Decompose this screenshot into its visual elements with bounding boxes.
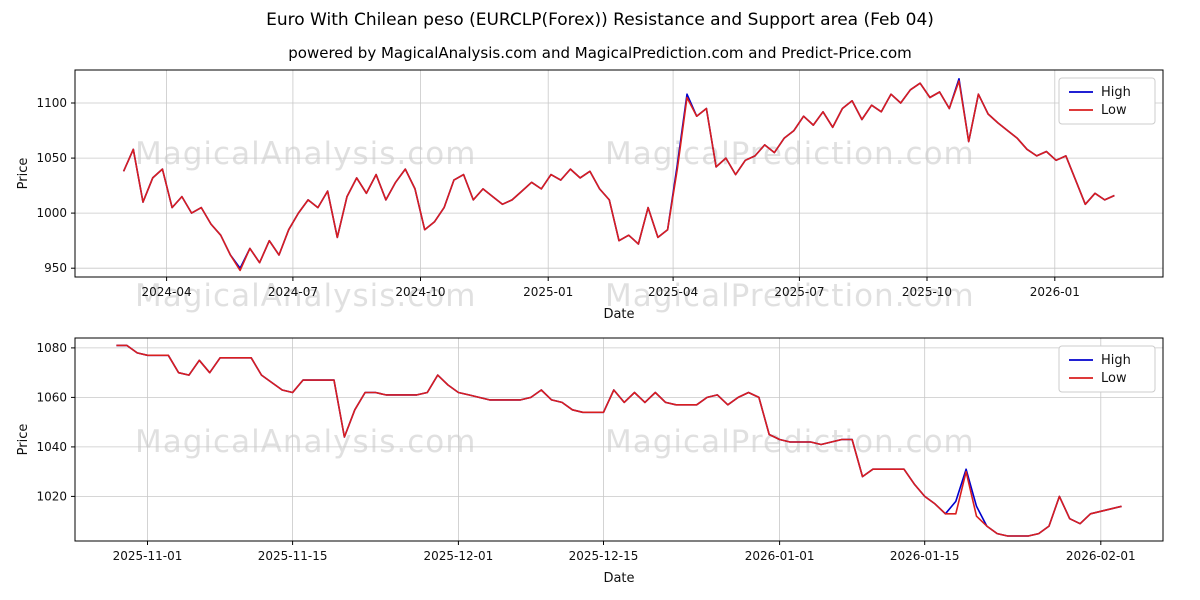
svg-text:Price: Price xyxy=(16,424,31,456)
svg-text:Low: Low xyxy=(1101,103,1127,118)
subplot-1: 2025-11-01 2025-11-15 2025-12-01 2025-12-15… xyxy=(16,337,1164,586)
svg-text:2025-10: 2025-10 xyxy=(902,285,952,299)
svg-text:2025-01: 2025-01 xyxy=(523,285,573,299)
svg-text:2026-01-15: 2026-01-15 xyxy=(890,549,960,563)
watermark-analysis: MagicalAnalysis.com xyxy=(135,136,477,172)
svg-text:1040: 1040 xyxy=(36,440,67,454)
svg-text:1020: 1020 xyxy=(36,489,67,503)
svg-text:2026-02-01: 2026-02-01 xyxy=(1066,549,1136,563)
svg-text:Date: Date xyxy=(603,307,634,322)
svg-text:1100: 1100 xyxy=(36,96,67,110)
svg-text:Low: Low xyxy=(1101,371,1127,386)
svg-text:2025-12-01: 2025-12-01 xyxy=(424,549,494,563)
watermark-analysis: MagicalAnalysis.com xyxy=(135,424,477,460)
svg-text:950: 950 xyxy=(44,261,67,275)
svg-text:2024-10: 2024-10 xyxy=(395,285,445,299)
svg-text:1050: 1050 xyxy=(36,151,67,165)
svg-text:Date: Date xyxy=(603,571,634,586)
svg-text:1000: 1000 xyxy=(36,206,67,220)
svg-text:2026-01-01: 2026-01-01 xyxy=(745,549,815,563)
svg-text:Price: Price xyxy=(16,158,31,190)
watermark-prediction: MagicalPrediction.com xyxy=(605,136,975,172)
watermark-prediction: MagicalPrediction.com xyxy=(605,278,975,314)
svg-text:2024-07: 2024-07 xyxy=(268,285,318,299)
svg-text:2025-04: 2025-04 xyxy=(648,285,698,299)
svg-text:2025-07: 2025-07 xyxy=(774,285,824,299)
svg-text:2025-12-15: 2025-12-15 xyxy=(569,549,639,563)
svg-text:High: High xyxy=(1101,353,1131,368)
chart-title: Euro With Chilean peso (EURCLP(Forex)) R… xyxy=(266,10,934,30)
svg-text:High: High xyxy=(1101,85,1131,100)
watermark-analysis: MagicalAnalysis.com xyxy=(135,278,477,314)
svg-text:2025-11-01: 2025-11-01 xyxy=(113,549,183,563)
svg-text:2026-01: 2026-01 xyxy=(1030,285,1080,299)
chart-subtitle: powered by MagicalAnalysis.com and Magic… xyxy=(288,44,912,62)
svg-text:1060: 1060 xyxy=(36,390,67,404)
svg-text:2025-11-15: 2025-11-15 xyxy=(258,549,328,563)
svg-text:2024-04: 2024-04 xyxy=(142,285,192,299)
svg-text:1080: 1080 xyxy=(36,341,67,355)
subplot-0: 2024-04 2024-07 2024-10 2025-01 2025-04 2025-… xyxy=(16,69,1164,322)
